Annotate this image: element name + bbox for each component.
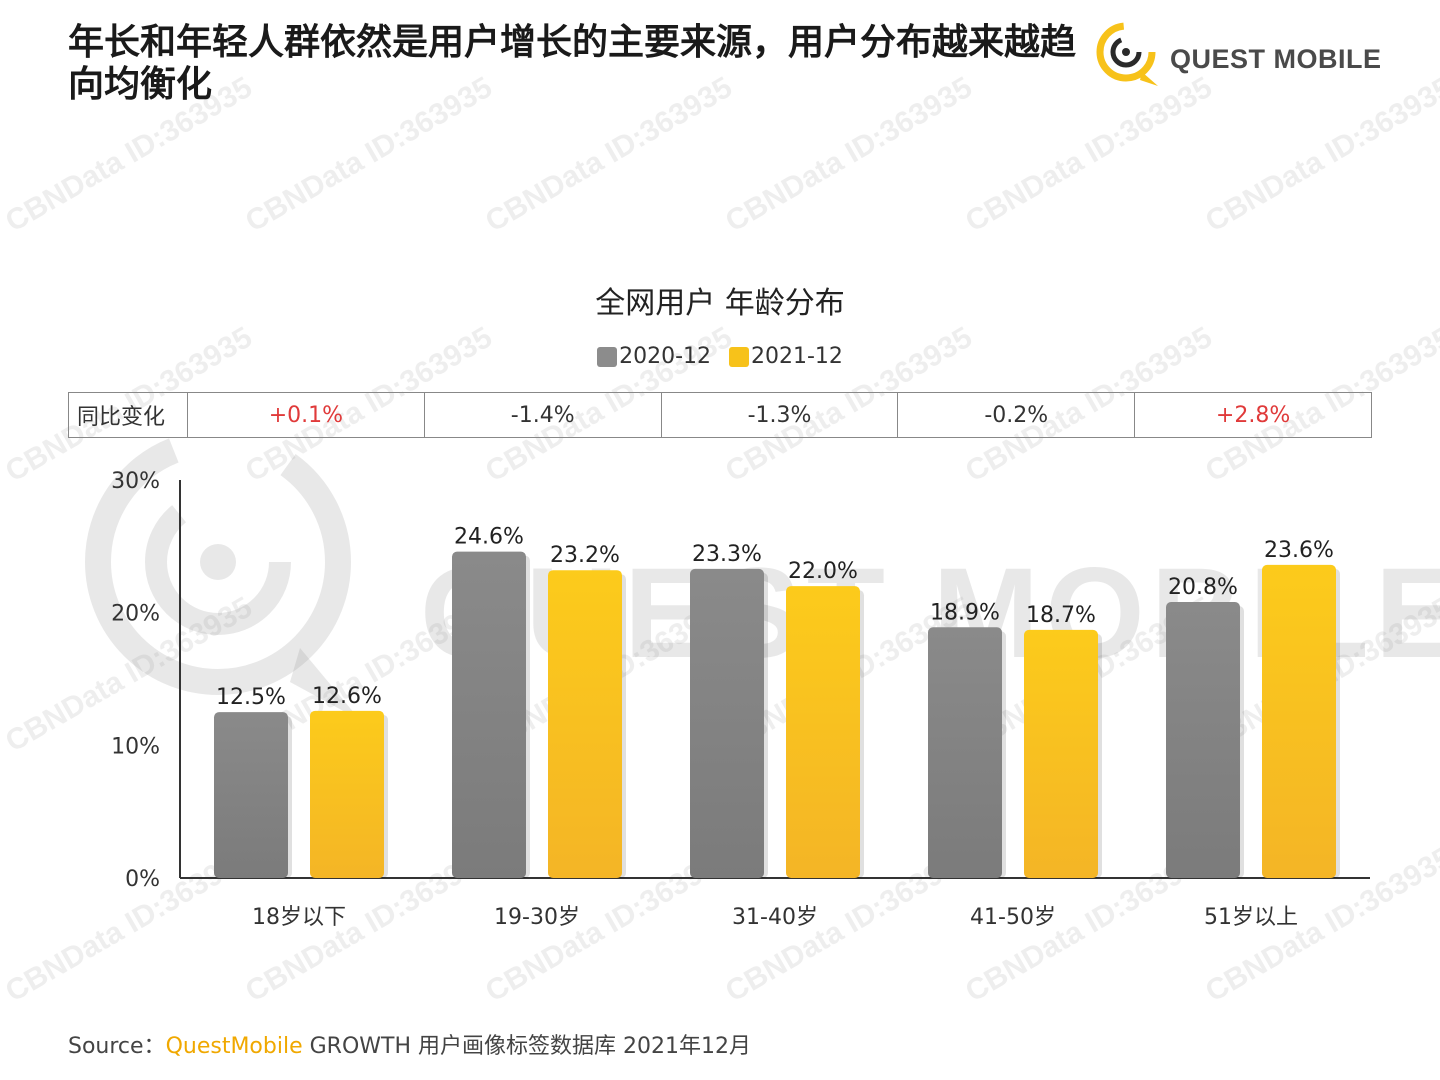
watermark-text: CBNData ID:363935 [1200, 70, 1440, 239]
yoy-change-table: 同比变化 +0.1% -1.4% -1.3% -0.2% +2.8% [68, 392, 1372, 438]
bar-2021-12 [310, 710, 384, 878]
bar-2021-12 [786, 586, 860, 878]
yoy-cell-3: -0.2% [897, 392, 1136, 438]
bar-data-label: 23.2% [550, 543, 620, 568]
yoy-cell-1: -1.4% [423, 392, 662, 438]
yoy-header-cell: 同比变化 [68, 392, 188, 438]
bar-data-label: 23.6% [1264, 538, 1334, 563]
legend-label-2020: 2020-12 [619, 344, 711, 369]
source-note: Source：QuestMobile GROWTH 用户画像标签数据库 2021… [68, 1028, 751, 1060]
x-category-label: 31-40岁 [732, 905, 818, 930]
source-brand: QuestMobile [165, 1034, 303, 1059]
bar-data-label: 18.9% [930, 600, 1000, 625]
brand-logo-text: QUEST MOBILE [1170, 44, 1382, 74]
yoy-cell-2: -1.3% [660, 392, 899, 438]
brand-logo-icon [1096, 22, 1158, 86]
source-prefix: Source： [68, 1034, 166, 1059]
brand-logo: QUEST MOBILE [1092, 20, 1392, 90]
x-category-label: 41-50岁 [970, 905, 1056, 930]
chart-legend: 2020-12 2021-12 [0, 344, 1440, 369]
y-tick-label: 0% [125, 867, 160, 892]
bar-data-label: 24.6% [454, 525, 524, 550]
yoy-cell-0: +0.1% [187, 392, 425, 438]
bar-2021-12 [548, 570, 622, 878]
legend-swatch-2021 [729, 346, 749, 367]
bar-data-label: 12.5% [216, 685, 286, 710]
y-tick-label: 10% [111, 734, 160, 759]
yoy-cell-4: +2.8% [1134, 392, 1372, 438]
bar-2020-12 [452, 551, 526, 878]
bar-2020-12 [214, 712, 288, 878]
bar-data-label: 12.6% [312, 684, 382, 709]
y-tick-label: 20% [111, 602, 160, 627]
bar-data-label: 23.3% [692, 542, 762, 567]
page-title: 年长和年轻人群依然是用户增长的主要来源，用户分布越来越趋向均衡化 [68, 22, 1077, 105]
bar-2021-12 [1024, 629, 1098, 878]
bar-chart: 0% 10% 20% 30% 18岁以下 12.5% 12.6% 19-30岁 24.6% 23… [111, 469, 1370, 930]
legend-swatch-2020 [597, 346, 618, 367]
source-rest: GROWTH 用户画像标签数据库 2021年12月 [302, 1034, 751, 1059]
bar-data-label: 20.8% [1168, 575, 1238, 600]
bar-data-label: 22.0% [788, 559, 858, 584]
yoy-row: 同比变化 +0.1% -1.4% -1.3% -0.2% +2.8% [68, 392, 1372, 438]
bar-2020-12 [928, 627, 1002, 878]
chart-title: 全网用户 年龄分布 [595, 286, 845, 321]
x-category-label: 51岁以上 [1204, 905, 1298, 930]
legend-label-2021: 2021-12 [751, 344, 843, 369]
legend-item-2020: 2020-12 [597, 344, 711, 369]
bar-2020-12 [690, 568, 764, 878]
bar-data-label: 18.7% [1026, 603, 1096, 628]
y-tick-label: 30% [111, 469, 160, 494]
legend-item-2021: 2021-12 [729, 344, 843, 369]
bar-2020-12 [1166, 602, 1240, 878]
x-category-label: 19-30岁 [494, 905, 580, 930]
bar-2021-12 [1262, 564, 1336, 878]
x-category-label: 18岁以下 [252, 905, 346, 930]
